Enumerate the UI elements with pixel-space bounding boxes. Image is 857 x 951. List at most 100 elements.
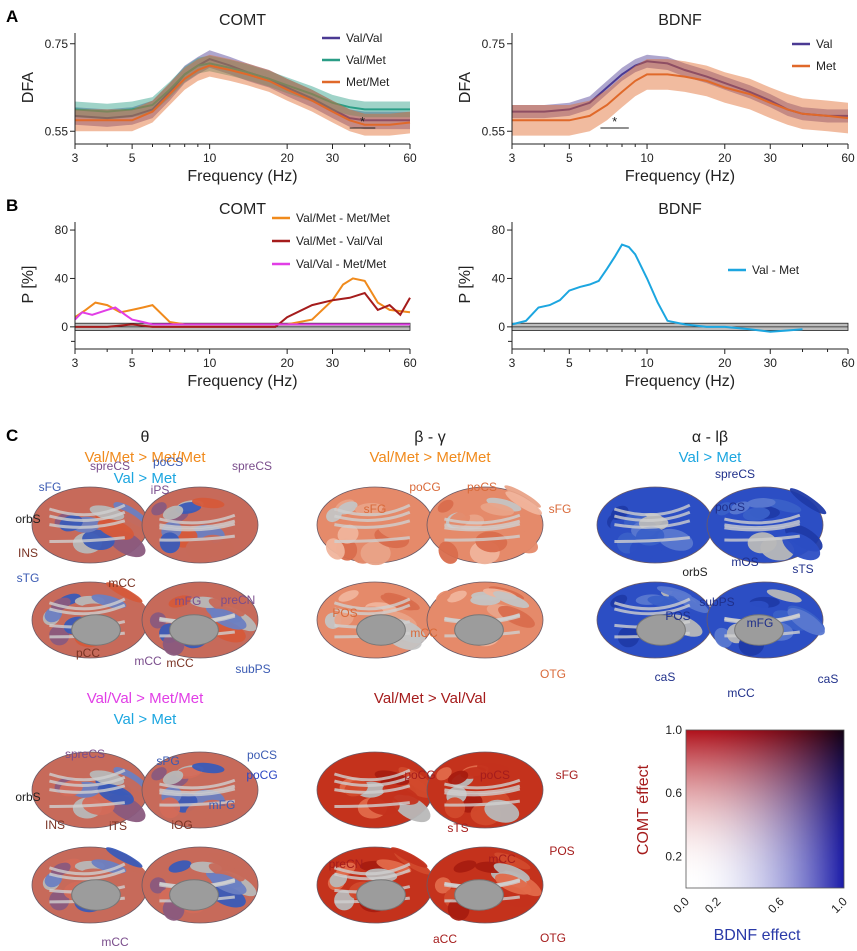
- x-tick-label: 10: [203, 151, 217, 165]
- region-patch: [716, 502, 732, 516]
- region-label: sFG: [549, 502, 572, 516]
- hemisphere-2: [316, 846, 434, 924]
- hemisphere-1: [426, 485, 544, 565]
- series-line-0: [74, 277, 411, 326]
- medial-wall: [71, 614, 121, 646]
- chart-title: BDNF: [658, 201, 702, 218]
- hemisphere-0: [316, 751, 436, 829]
- x-tick-label: 5: [129, 151, 136, 165]
- region-label: subPS: [235, 662, 270, 676]
- contrast-line-0: Val/Met > Met/Met: [369, 449, 491, 466]
- brain-title: α - lβ: [692, 429, 728, 446]
- sulcus: [444, 519, 521, 530]
- x-tick-label: 5: [566, 151, 573, 165]
- hemisphere-2: [316, 581, 434, 659]
- sulcus: [48, 503, 126, 517]
- hemisphere-1: [426, 751, 544, 829]
- region-label: mOS: [731, 555, 758, 569]
- chart-title: BDNF: [658, 12, 702, 29]
- x-tick-label: 30: [764, 151, 778, 165]
- region-patch: [435, 590, 451, 603]
- region-patch: [434, 877, 452, 894]
- panel-label-a: A: [6, 7, 18, 26]
- region-patch: [105, 582, 143, 603]
- sulcus: [444, 513, 521, 525]
- region-patch: [162, 505, 184, 520]
- sulcus: [333, 862, 411, 876]
- significance-star: *: [360, 114, 365, 129]
- region-label: preCN: [221, 593, 256, 607]
- contrast-line-0: Val > Met: [679, 449, 742, 466]
- hemisphere-0: [31, 486, 151, 564]
- medial-wall: [734, 614, 784, 646]
- x-tick-label: 5: [129, 356, 136, 370]
- region-patch: [199, 799, 235, 823]
- region-label: poCS: [247, 748, 277, 762]
- region-label: poCS: [153, 455, 183, 469]
- region-label: mCC: [166, 656, 194, 670]
- sulcus: [49, 519, 126, 529]
- brain-vm-vv: Val/Met > Val/Val poCG poCS sFG sTS preCN mCC P…: [316, 690, 578, 946]
- region-patch: [494, 852, 531, 870]
- legend-entry-0: Val: [816, 37, 832, 51]
- y-tick-label: 0: [498, 320, 505, 334]
- x-tick-label: 3: [509, 151, 516, 165]
- series-line-2: [75, 64, 411, 126]
- region-patch: [325, 538, 345, 560]
- series-line-0: [511, 243, 803, 333]
- sulcus: [333, 597, 411, 611]
- region-patch: [475, 531, 508, 553]
- brain-vv-mm: Val/Val > Met/Met Val > Met spreCS sPG poCS p…: [15, 690, 277, 949]
- y-tick-label: 80: [55, 223, 69, 237]
- region-label: poCG: [409, 480, 440, 494]
- region-label: INS: [45, 818, 65, 832]
- y-tick-label: 0.55: [482, 124, 506, 138]
- region-patch: [436, 767, 452, 781]
- region-patch: [390, 847, 428, 868]
- region-label: sFG: [39, 480, 62, 494]
- region-label: POS: [665, 609, 690, 623]
- legend-entry-0: Val - Met: [752, 263, 800, 277]
- x-tick-label: 20: [718, 151, 732, 165]
- region-label: poCS: [715, 500, 745, 514]
- region-label: mFG: [175, 594, 202, 608]
- series-band-2: [75, 54, 410, 136]
- medial-wall: [356, 879, 406, 911]
- chart-title: COMT: [219, 12, 266, 29]
- series-line-1: [512, 73, 849, 122]
- sulcus: [444, 787, 521, 797]
- region-patch: [208, 863, 245, 882]
- x-axis-label: Frequency (Hz): [625, 373, 735, 390]
- region-patch: [49, 890, 70, 911]
- region-label: subPS: [699, 595, 734, 609]
- sulcus: [333, 503, 411, 517]
- legend-entry-1: Val/Met - Val/Val: [296, 234, 383, 248]
- x-tick-label: 20: [280, 151, 294, 165]
- region-patch: [470, 595, 501, 606]
- region-patch: [334, 610, 354, 627]
- region-label: orbS: [15, 512, 40, 526]
- cmap-y-tick: 1.0: [665, 723, 682, 737]
- legend-entry-0: Val/Val: [346, 31, 382, 45]
- region-patch: [766, 589, 802, 603]
- region-patch: [199, 534, 235, 558]
- region-patch: [376, 859, 412, 874]
- cmap-x-tick: 0.2: [702, 894, 724, 916]
- x-axis-label: Frequency (Hz): [625, 168, 735, 185]
- region-patch: [149, 612, 167, 629]
- chart-title: COMT: [219, 201, 266, 218]
- series-band-0: [75, 50, 410, 130]
- sulcus: [48, 768, 126, 782]
- region-patch: [209, 587, 246, 605]
- region-patch: [159, 532, 181, 554]
- medial-wall: [356, 614, 406, 646]
- sulcus: [724, 522, 801, 532]
- sulcus: [334, 801, 410, 808]
- region-patch: [477, 762, 510, 774]
- region-patch: [337, 524, 359, 544]
- x-tick-label: 60: [841, 356, 855, 370]
- region-label: sPG: [156, 754, 179, 768]
- y-tick-label: 0.75: [482, 37, 506, 51]
- x-tick-label: 60: [841, 151, 855, 165]
